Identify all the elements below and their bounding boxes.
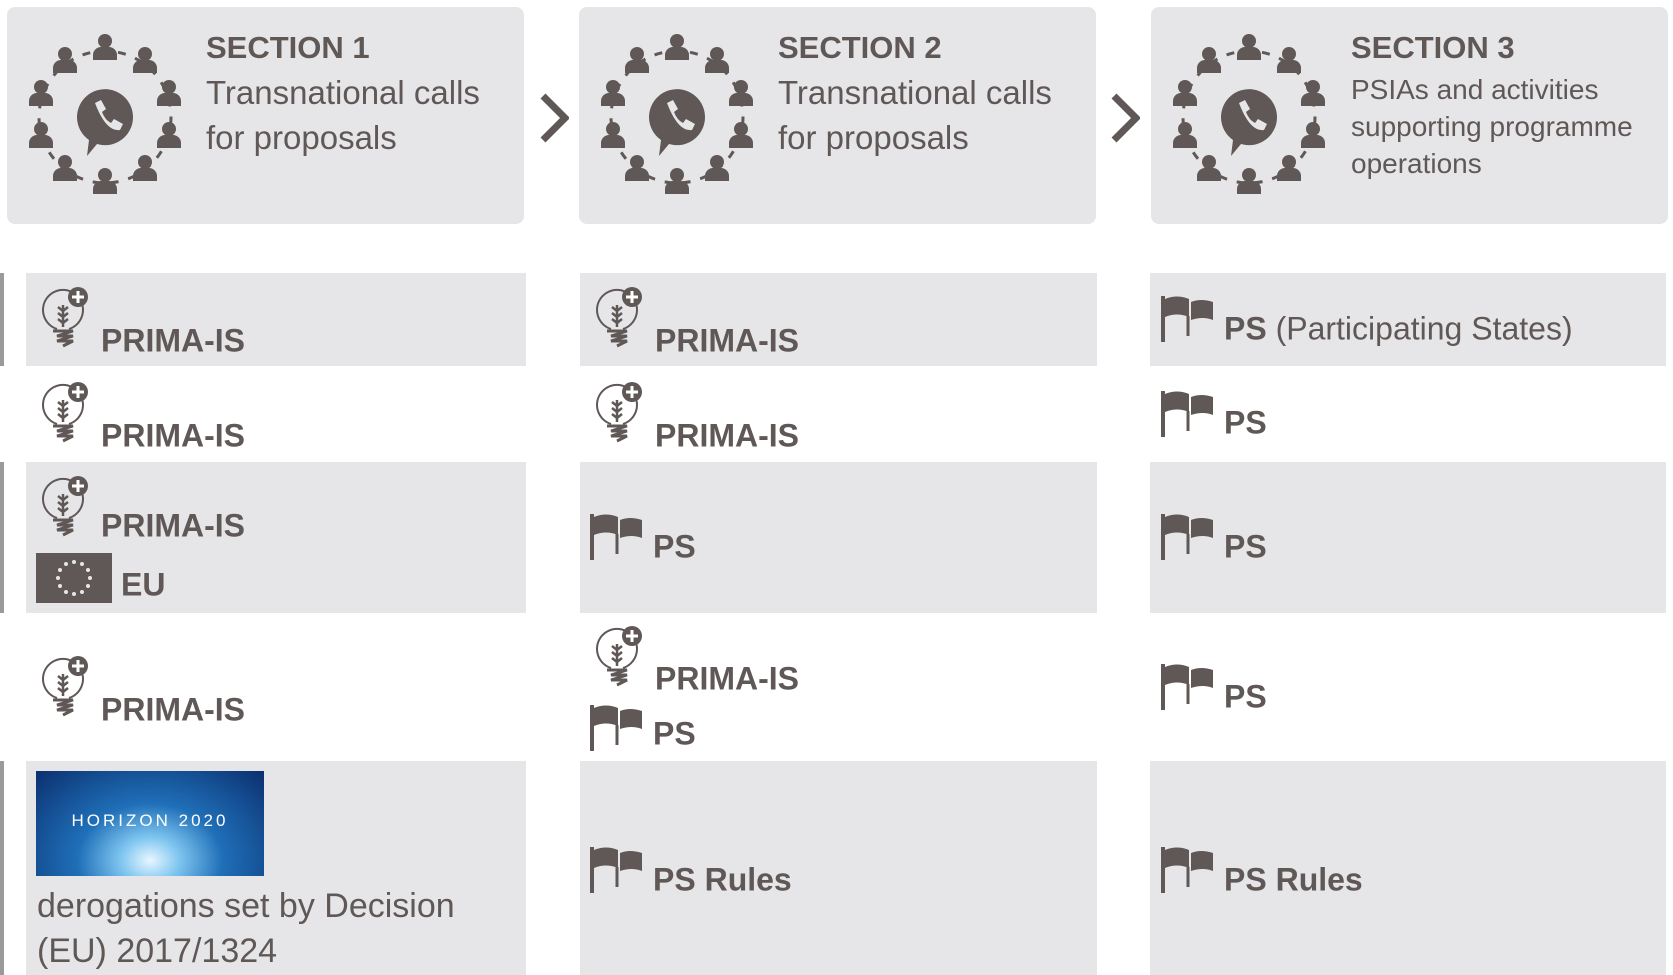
item-label: PRIMA-IS xyxy=(655,417,799,454)
chevron xyxy=(539,93,569,143)
prima-icon xyxy=(35,474,91,538)
prima-icon xyxy=(35,654,91,718)
network-icon xyxy=(592,32,762,202)
item-label: EU xyxy=(121,566,166,603)
section-title: SECTION 2 xyxy=(778,30,942,65)
item-label: PS xyxy=(1224,528,1267,565)
item-label: PS xyxy=(1224,404,1267,441)
section-subtitle: Transnational calls for proposals xyxy=(206,74,480,156)
prima-icon xyxy=(589,624,645,688)
cell-bg xyxy=(580,273,1097,366)
horizon-logo: HORIZON 2020 xyxy=(36,771,264,876)
item-label: PRIMA-IS xyxy=(101,417,245,454)
item-label: PS Rules xyxy=(1224,861,1363,898)
flag-icon xyxy=(1160,391,1216,437)
item-label: PS Rules xyxy=(653,861,792,898)
network-icon xyxy=(1164,32,1334,202)
item-label: PS (Participating States) xyxy=(1224,311,1573,348)
cell-text: derogations set by Decision (EU) 2017/13… xyxy=(37,887,455,970)
item-label: PRIMA-IS xyxy=(101,322,245,359)
eu-flag xyxy=(36,553,112,603)
row-edge xyxy=(0,462,4,613)
cell-bg xyxy=(1150,273,1666,366)
cell-bg xyxy=(26,273,526,366)
flag-icon xyxy=(589,705,645,751)
flag-icon xyxy=(589,514,645,560)
item-label: PS xyxy=(1224,678,1267,715)
item-label: PRIMA-IS xyxy=(655,660,799,697)
item-label: PRIMA-IS xyxy=(101,691,245,728)
row-edge xyxy=(0,273,4,366)
item-label: PRIMA-IS xyxy=(655,322,799,359)
prima-icon xyxy=(35,285,91,349)
prima-icon xyxy=(589,285,645,349)
chevron xyxy=(1110,93,1140,143)
item-label: PRIMA-IS xyxy=(101,507,245,544)
item-label: PS xyxy=(653,715,696,752)
flag-icon xyxy=(1160,664,1216,710)
cell-bg xyxy=(580,761,1097,975)
flag-icon xyxy=(1160,847,1216,893)
item-label: PS xyxy=(653,528,696,565)
flag-icon xyxy=(1160,514,1216,560)
item-label: PS xyxy=(1224,310,1267,347)
flag-icon xyxy=(589,847,645,893)
item-detail: (Participating States) xyxy=(1275,310,1573,347)
cell-bg xyxy=(1150,462,1666,613)
flag-icon xyxy=(1160,296,1216,342)
section-subtitle: Transnational calls for proposals xyxy=(778,74,1052,156)
prima-icon xyxy=(589,380,645,444)
row-edge xyxy=(0,761,4,975)
logo-text: HORIZON 2020 xyxy=(71,811,229,830)
section-subtitle: PSIAs and activities supporting programm… xyxy=(1351,74,1633,179)
section-title: SECTION 1 xyxy=(206,30,370,65)
cell-bg xyxy=(580,462,1097,613)
prima-icon xyxy=(35,380,91,444)
cell-bg xyxy=(1150,761,1666,975)
section-title: SECTION 3 xyxy=(1351,30,1515,65)
network-icon xyxy=(20,32,190,202)
